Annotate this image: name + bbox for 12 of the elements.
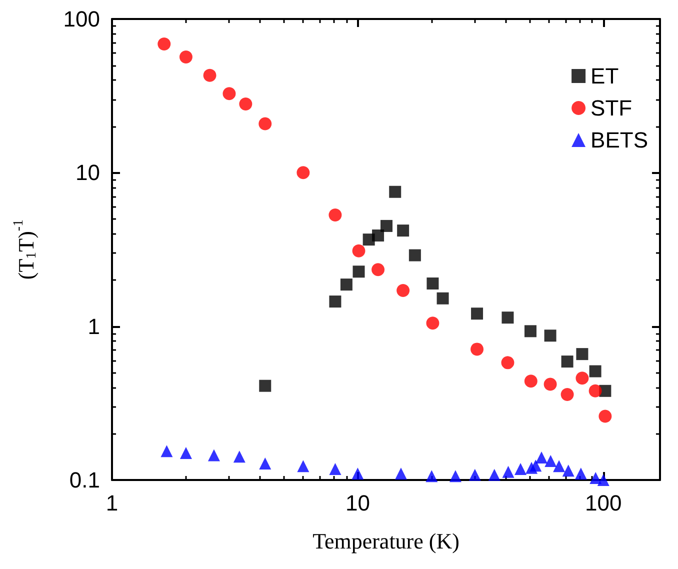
legend-label: BETS — [590, 128, 648, 152]
x-tick-label: 10 — [345, 490, 370, 516]
y-tick-label: 10 — [76, 160, 100, 186]
y-tick-label: 100 — [63, 6, 100, 32]
legend-label: STF — [590, 96, 632, 120]
legend-label: ET — [590, 64, 619, 88]
x-axis-title: Temperature (K) — [312, 528, 460, 554]
x-tick-label: 1 — [106, 490, 118, 516]
y-tick-label: 0.1 — [69, 468, 100, 492]
y-tick-label: 1 — [88, 314, 100, 339]
y-axis-title: (T1T)-1 — [12, 219, 40, 280]
x-tick-label: 100 — [585, 490, 622, 516]
